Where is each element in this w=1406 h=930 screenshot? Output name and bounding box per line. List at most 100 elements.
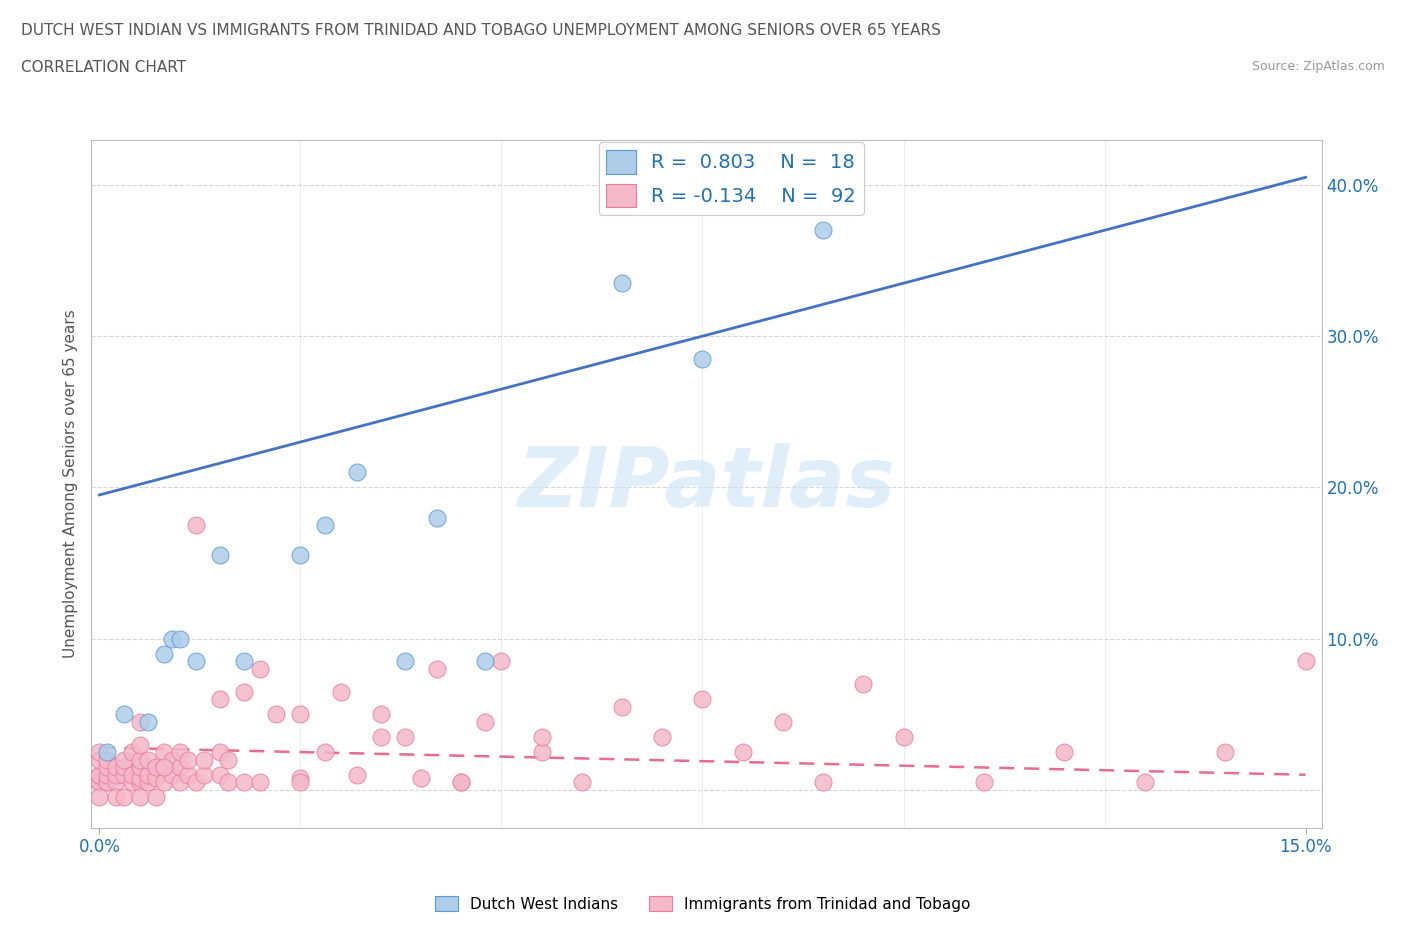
Point [112,760,135,775]
Point [169,775,191,790]
Point [145,790,167,804]
Point [314,518,336,533]
Point [169,631,191,646]
Point [266,707,288,722]
Point [209,767,232,782]
Text: DUTCH WEST INDIAN VS IMMIGRANTS FROM TRINIDAD AND TOBAGO UNEMPLOYMENT AMONG SENI: DUTCH WEST INDIAN VS IMMIGRANTS FROM TRI… [21,23,941,38]
Point [104,767,127,782]
Point [136,767,159,782]
Point [128,775,150,790]
Point [169,745,191,760]
Point [145,760,167,775]
Point [169,760,191,775]
Point [96,775,118,790]
Point [610,699,633,714]
Point [128,752,150,767]
Point [233,654,256,669]
Point [112,790,135,804]
Point [217,752,239,767]
Y-axis label: Unemployment Among Seniors over 65 years: Unemployment Among Seniors over 65 years [63,309,79,658]
Legend: R =  0.803    N =  18, R = -0.134    N =  92: R = 0.803 N = 18, R = -0.134 N = 92 [599,142,863,215]
Point [491,654,513,669]
Point [370,729,392,744]
Point [1213,745,1236,760]
Point [152,775,174,790]
Point [89,767,111,782]
Point [89,790,111,804]
Point [96,767,118,782]
Text: ZIPatlas: ZIPatlas [517,443,896,525]
Point [160,631,183,646]
Point [96,760,118,775]
Point [128,790,150,804]
Point [112,752,135,767]
Point [136,752,159,767]
Point [121,745,143,760]
Point [370,707,392,722]
Point [450,775,472,790]
Point [209,548,232,563]
Point [193,767,215,782]
Point [394,729,416,744]
Point [1295,654,1317,669]
Point [112,767,135,782]
Point [290,775,312,790]
Point [104,775,127,790]
Point [852,676,875,691]
Point [136,714,159,729]
Point [145,770,167,785]
Point [314,745,336,760]
Point [346,767,368,782]
Point [610,276,633,291]
Point [731,745,754,760]
Legend: Dutch West Indians, Immigrants from Trinidad and Tobago: Dutch West Indians, Immigrants from Trin… [429,889,977,918]
Point [89,775,111,790]
Point [96,775,118,790]
Point [152,760,174,775]
Point [249,775,271,790]
Point [152,745,174,760]
Point [160,752,183,767]
Point [394,654,416,669]
Point [184,654,207,669]
Point [193,752,215,767]
Point [217,775,239,790]
Point [128,770,150,785]
Point [290,707,312,722]
Point [184,775,207,790]
Point [128,737,150,752]
Point [177,767,200,782]
Point [112,707,135,722]
Point [692,692,714,707]
Point [89,752,111,767]
Point [96,752,118,767]
Point [233,684,256,699]
Point [136,775,159,790]
Text: Source: ZipAtlas.com: Source: ZipAtlas.com [1251,60,1385,73]
Point [329,684,352,699]
Point [96,745,118,760]
Point [474,714,496,729]
Point [426,661,449,676]
Point [450,775,472,790]
Point [893,729,915,744]
Point [89,775,111,790]
Point [346,465,368,480]
Point [152,760,174,775]
Point [811,223,834,238]
Point [772,714,794,729]
Point [1053,745,1076,760]
Point [104,790,127,804]
Point [104,760,127,775]
Point [530,745,553,760]
Point [209,692,232,707]
Point [474,654,496,669]
Point [177,752,200,767]
Point [209,745,232,760]
Point [128,714,150,729]
Point [89,745,111,760]
Point [89,767,111,782]
Point [121,767,143,782]
Point [249,661,271,676]
Point [152,646,174,661]
